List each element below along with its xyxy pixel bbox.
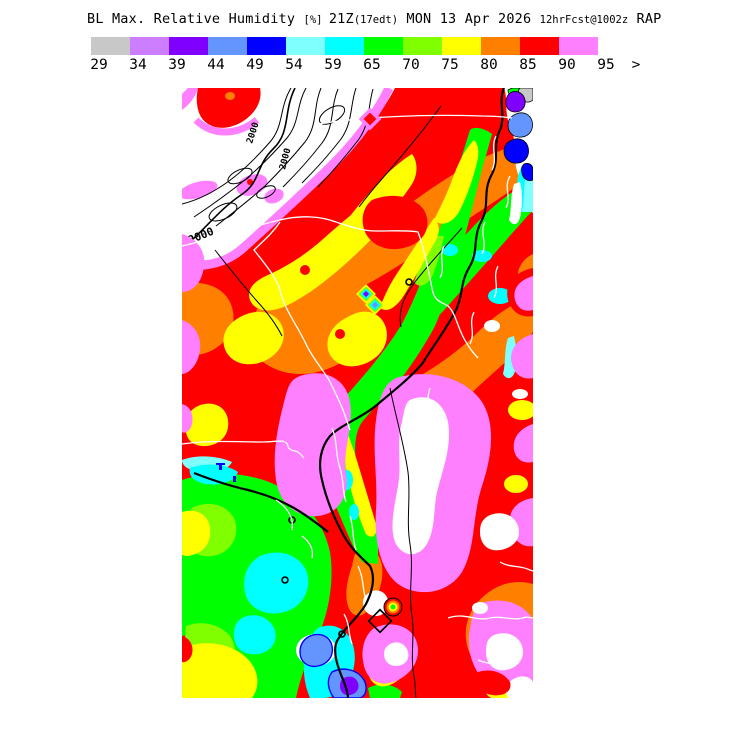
legend-swatch (208, 37, 247, 55)
legend-tick-label: 49 (246, 57, 264, 73)
point-features (356, 107, 403, 634)
legend-swatch (286, 37, 325, 55)
river-line (389, 387, 417, 698)
title-segment: RAP (628, 11, 662, 27)
legend-tick-label: 34 (129, 57, 147, 73)
legend-overflow-label: > (631, 57, 641, 73)
page-title: BL Max. Relative Humidity [%] 21Z(17edt)… (87, 8, 661, 27)
legend-swatch (481, 37, 520, 55)
bay-shoreline (193, 471, 329, 533)
cool-diamond-feature (365, 295, 385, 315)
state-border-lines (182, 114, 513, 459)
title-segment: 12hrFcst@1002z (539, 14, 629, 26)
cool-diamond-feature (356, 284, 376, 304)
legend-swatch (130, 37, 169, 55)
color-scale-bar (91, 37, 598, 55)
coastline (319, 88, 506, 698)
title-segment: (17edt) (353, 14, 399, 26)
legend-tick-label: 70 (402, 57, 420, 73)
white-offscale-patches (363, 182, 533, 698)
legend-tick-label: 54 (285, 57, 303, 73)
legend-swatch (520, 37, 559, 55)
terrain-contour-region: 2000 2000 2000 (182, 88, 463, 337)
legend-tick-label: 65 (363, 57, 381, 73)
humidity-map-svg: 2000 2000 2000 (182, 88, 533, 698)
coastline-and-borders (193, 88, 506, 698)
legend-tick-label: 29 (90, 57, 108, 73)
legend-tick-label: 59 (324, 57, 342, 73)
title-segment: BL Max. Relative Humidity (87, 11, 304, 27)
diamond-outline-feature (367, 608, 393, 634)
title-segment: MON 13 Apr 2026 (398, 11, 540, 27)
legend-swatch (442, 37, 481, 55)
river-squiggle-lines (275, 135, 533, 668)
legend-tick-label: 75 (441, 57, 459, 73)
legend-swatch (559, 37, 598, 55)
legend-swatch (169, 37, 208, 55)
humidity-map: 2000 2000 2000 (182, 88, 533, 698)
legend-tick-label: 95 (597, 57, 615, 73)
title-segment: 21Z (328, 11, 354, 27)
legend-tick-label: 44 (207, 57, 225, 73)
legend-swatch (91, 37, 130, 55)
legend-tick-label: 90 (558, 57, 576, 73)
legend-swatch (247, 37, 286, 55)
legend-tick-label: 80 (480, 57, 498, 73)
coastal-corner-cluster (503, 88, 533, 181)
title-segment: [%] (303, 14, 329, 26)
legend-swatch (403, 37, 442, 55)
legend-swatch (364, 37, 403, 55)
legend-tick-label: 85 (519, 57, 537, 73)
bullseye-feature (383, 597, 403, 617)
legend-swatch (325, 37, 364, 55)
red-accent-blobs (182, 195, 511, 696)
legend-tick-label: 39 (168, 57, 186, 73)
